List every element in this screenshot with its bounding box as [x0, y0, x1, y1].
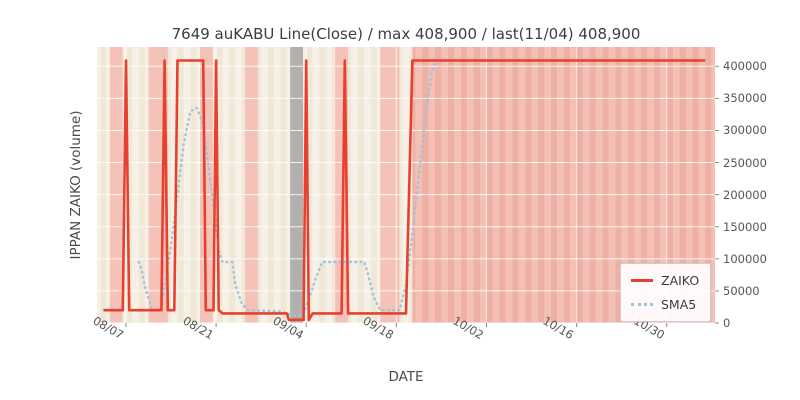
y-tick-label: 100000 — [723, 251, 767, 266]
y-tick-label: 300000 — [723, 123, 767, 138]
y-tick-label: 250000 — [723, 155, 767, 170]
y-tick-label: 150000 — [723, 219, 767, 234]
legend: ZAIKO SMA5 — [620, 263, 711, 322]
plot-svg — [97, 47, 719, 327]
x-axis-label: DATE — [388, 369, 424, 385]
y-tick-label: 200000 — [723, 187, 767, 202]
legend-label-zaiko: ZAIKO — [661, 273, 700, 288]
y-tick-labels: 0 50000 100000 150000 200000 250000 300000 3500… — [723, 47, 793, 330]
x-tick-labels: 08/07 08/21 09/04 09/18 10/02 10/16 10/30 — [90, 313, 715, 368]
legend-label-sma5: SMA5 — [661, 297, 697, 312]
y-tick-label: 350000 — [723, 91, 767, 106]
y-tick-label: 0 — [723, 316, 731, 330]
chart-title: 7649 auKABU Line(Close) / max 408,900 / … — [171, 25, 641, 43]
zaiko-line-sample — [631, 279, 653, 282]
plot-area — [97, 47, 719, 327]
y-tick-label: 50000 — [723, 283, 760, 298]
y-tick-label: 400000 — [723, 59, 767, 74]
sma5-line-sample — [631, 303, 653, 306]
legend-item-sma5: SMA5 — [631, 297, 700, 312]
legend-item-zaiko: ZAIKO — [631, 273, 700, 288]
y-axis-label: IPPAN ZAIKO (volume) — [68, 110, 84, 260]
